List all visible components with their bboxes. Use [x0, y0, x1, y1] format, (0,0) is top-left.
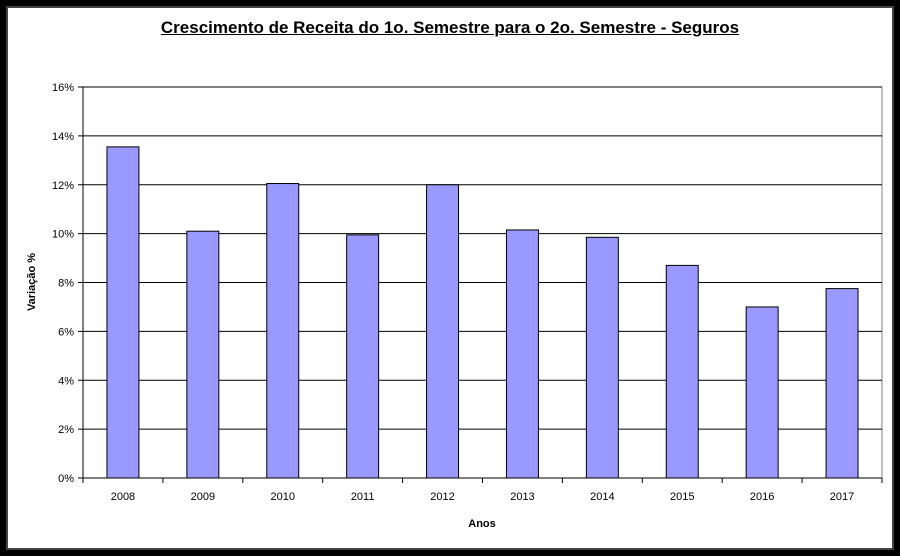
bar-2009 — [186, 230, 220, 479]
bar-2015 — [665, 264, 699, 479]
bar-2013 — [505, 229, 539, 479]
x-tick-label: 2010 — [271, 491, 295, 503]
x-tick-label: 2012 — [430, 491, 454, 503]
x-tick-label: 2017 — [830, 491, 854, 503]
bar-2014 — [585, 236, 619, 479]
x-tick-label: 2008 — [111, 491, 135, 503]
y-tick-label: 14% — [52, 131, 74, 143]
bar-2017 — [825, 288, 859, 479]
y-tick-label: 0% — [58, 473, 74, 485]
bar-2008 — [106, 146, 140, 479]
y-tick-label: 2% — [58, 424, 74, 436]
y-tick-label: 6% — [58, 326, 74, 338]
chart-title: Crescimento de Receita do 1o. Semestre p… — [160, 18, 740, 37]
y-tick-label: 8% — [58, 278, 74, 290]
x-tick-label: 2011 — [351, 491, 375, 503]
y-tick-label: 12% — [52, 180, 74, 192]
bar-2012 — [426, 184, 460, 479]
y-tick-label: 10% — [52, 229, 74, 241]
bar-2011 — [346, 234, 380, 479]
y-tick-label: 4% — [58, 375, 74, 387]
y-axis-title: Variação % — [26, 253, 38, 311]
bar-2010 — [266, 183, 300, 479]
x-tick-label: 2016 — [750, 491, 774, 503]
x-tick-label: 2013 — [510, 491, 534, 503]
axes: 0% 2% 4% 6% 8% 10% 12% 14% 16% 2008 2009 2010 2011 20… — [52, 82, 883, 503]
y-tick-label: 16% — [52, 82, 74, 94]
x-tick-label: 2015 — [670, 491, 694, 503]
x-axis-title: Anos — [468, 518, 496, 530]
bars — [106, 146, 859, 479]
bar-2016 — [745, 306, 779, 479]
x-tick-label: 2014 — [590, 491, 614, 503]
x-tick-label: 2009 — [191, 491, 215, 503]
